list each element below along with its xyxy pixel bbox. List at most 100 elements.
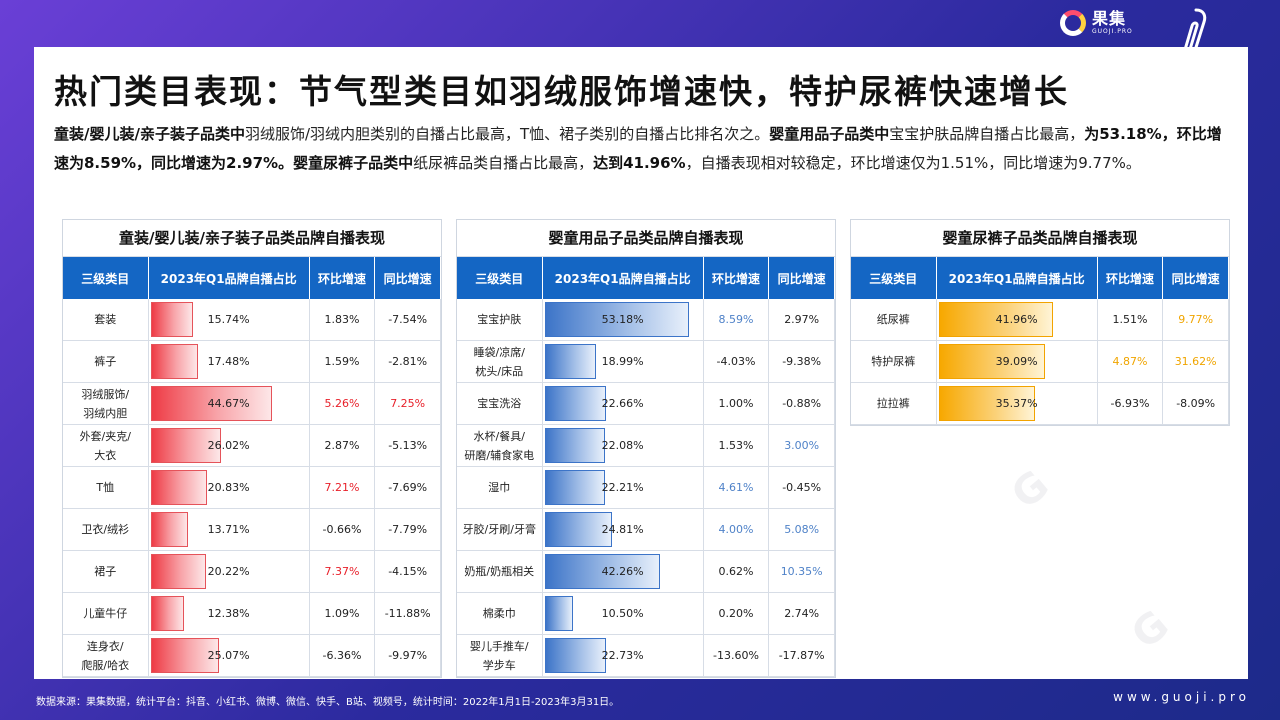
share-bar	[544, 386, 607, 421]
share-cell: 20.22%	[149, 551, 310, 592]
share-bar	[544, 470, 606, 505]
yoy-cell: -11.88%	[375, 593, 441, 634]
yoy-cell: -2.81%	[375, 341, 441, 382]
yoy-cell: -8.09%	[1163, 383, 1229, 424]
yoy-cell: -5.13%	[375, 425, 441, 466]
table-row: 羽绒服饰/ 羽绒内胆 44.67% 5.26% 7.25%	[63, 383, 441, 425]
table-row: 牙胶/牙刷/牙膏 24.81% 4.00% 5.08%	[457, 509, 835, 551]
table-row: 湿巾 22.21% 4.61% -0.45%	[457, 467, 835, 509]
share-bar	[544, 554, 660, 589]
yoy-cell: -0.88%	[769, 383, 835, 424]
mom-cell: 1.09%	[310, 593, 376, 634]
share-value: 35.37%	[995, 397, 1038, 410]
share-value: 53.18%	[601, 313, 644, 326]
share-value: 10.50%	[601, 607, 644, 620]
yoy-cell: -9.38%	[769, 341, 835, 382]
table-title: 童装/婴儿装/亲子装子品类品牌自播表现	[63, 220, 441, 257]
table-row: 睡袋/凉席/ 枕头/床品 18.99% -4.03% -9.38%	[457, 341, 835, 383]
share-cell: 10.50%	[543, 593, 704, 634]
mom-cell: -4.03%	[704, 341, 770, 382]
table-row: 裤子 17.48% 1.59% -2.81%	[63, 341, 441, 383]
category-cell: 水杯/餐具/ 研磨/辅食家电	[457, 425, 543, 466]
share-bar	[150, 428, 222, 463]
yoy-cell: -7.54%	[375, 299, 441, 340]
category-cell: 棉柔巾	[457, 593, 543, 634]
share-cell: 25.07%	[149, 635, 310, 676]
yoy-cell: 9.77%	[1163, 299, 1229, 340]
category-cell: 婴儿手推车/ 学步车	[457, 635, 543, 676]
category-cell: 外套/夹克/ 大衣	[63, 425, 149, 466]
share-bar	[150, 344, 199, 379]
column-header: 同比增速	[769, 257, 835, 299]
table-row: 特护尿裤 39.09% 4.87% 31.62%	[851, 341, 1229, 383]
brand-logo: 果集 GUOJI.PRO	[1060, 10, 1133, 36]
mom-cell: 4.61%	[704, 467, 770, 508]
share-bar	[150, 638, 219, 673]
table-row: 连身衣/ 爬服/哈衣 25.07% -6.36% -9.97%	[63, 635, 441, 677]
share-cell: 53.18%	[543, 299, 704, 340]
mom-cell: 7.37%	[310, 551, 376, 592]
share-value: 42.26%	[601, 565, 644, 578]
table-header: 三级类目 2023年Q1品牌自播占比 环比增速 同比增速	[457, 257, 835, 299]
logo-en: GUOJI.PRO	[1092, 28, 1133, 35]
mom-cell: 1.59%	[310, 341, 376, 382]
table-title: 婴童用品子品类品牌自播表现	[457, 220, 835, 257]
category-cell: 套装	[63, 299, 149, 340]
summary-bold: 达到41.96%	[593, 154, 686, 172]
category-cell: 拉拉裤	[851, 383, 937, 424]
watermark-logo: G	[1123, 601, 1178, 659]
share-cell: 42.26%	[543, 551, 704, 592]
summary-bold: 婴童用品子品类中	[769, 125, 890, 143]
share-value: 22.73%	[601, 649, 644, 662]
watermark-logo: G	[1003, 461, 1058, 519]
table-header: 三级类目 2023年Q1品牌自播占比 环比增速 同比增速	[63, 257, 441, 299]
mom-cell: 1.00%	[704, 383, 770, 424]
category-cell: 纸尿裤	[851, 299, 937, 340]
share-value: 26.02%	[207, 439, 250, 452]
table-row: 宝宝护肤 53.18% 8.59% 2.97%	[457, 299, 835, 341]
table-row: 纸尿裤 41.96% 1.51% 9.77%	[851, 299, 1229, 341]
table-row: 水杯/餐具/ 研磨/辅食家电 22.08% 1.53% 3.00%	[457, 425, 835, 467]
column-header: 环比增速	[1098, 257, 1164, 299]
category-cell: T恤	[63, 467, 149, 508]
share-cell: 41.96%	[937, 299, 1098, 340]
mom-cell: 1.83%	[310, 299, 376, 340]
table-title: 婴童尿裤子品类品牌自播表现	[851, 220, 1229, 257]
mom-cell: 0.62%	[704, 551, 770, 592]
mom-cell: -13.60%	[704, 635, 770, 676]
mom-cell: -6.93%	[1098, 383, 1164, 424]
summary-text: 纸尿裤品类自播占比最高，	[413, 154, 594, 172]
mom-cell: 1.53%	[704, 425, 770, 466]
share-cell: 44.67%	[149, 383, 310, 424]
share-value: 22.08%	[601, 439, 644, 452]
share-value: 20.22%	[207, 565, 250, 578]
column-header: 三级类目	[63, 257, 149, 299]
share-bar	[150, 386, 273, 421]
share-bar	[544, 512, 613, 547]
category-cell: 裤子	[63, 341, 149, 382]
summary-bold: 童装/婴儿装/亲子装子品类中	[54, 125, 245, 143]
yoy-cell: 2.74%	[769, 593, 835, 634]
mom-cell: 8.59%	[704, 299, 770, 340]
yoy-cell: -9.97%	[375, 635, 441, 676]
mom-cell: -6.36%	[310, 635, 376, 676]
table-row: 拉拉裤 35.37% -6.93% -8.09%	[851, 383, 1229, 425]
table-baby-products: 婴童用品子品类品牌自播表现 三级类目 2023年Q1品牌自播占比 环比增速 同比增速 宝宝…	[456, 219, 836, 678]
share-bar	[150, 596, 185, 631]
table-diapers: 婴童尿裤子品类品牌自播表现 三级类目 2023年Q1品牌自播占比 环比增速 同比增速 纸尿…	[850, 219, 1230, 426]
category-cell: 睡袋/凉席/ 枕头/床品	[457, 341, 543, 382]
share-value: 39.09%	[995, 355, 1038, 368]
mom-cell: 5.26%	[310, 383, 376, 424]
column-header: 三级类目	[457, 257, 543, 299]
category-cell: 牙胶/牙刷/牙膏	[457, 509, 543, 550]
share-cell: 17.48%	[149, 341, 310, 382]
share-value: 41.96%	[995, 313, 1038, 326]
summary-text: 羽绒服饰/羽绒内胆类别的自播占比最高，T恤、裙子类别的自播占比排名次之。	[244, 125, 770, 143]
table-row: 婴儿手推车/ 学步车 22.73% -13.60% -17.87%	[457, 635, 835, 677]
column-header: 环比增速	[310, 257, 376, 299]
category-cell: 特护尿裤	[851, 341, 937, 382]
share-bar	[544, 302, 690, 337]
column-header: 2023年Q1品牌自播占比	[543, 257, 704, 299]
share-cell: 22.08%	[543, 425, 704, 466]
logo-cn: 果集	[1092, 9, 1127, 28]
